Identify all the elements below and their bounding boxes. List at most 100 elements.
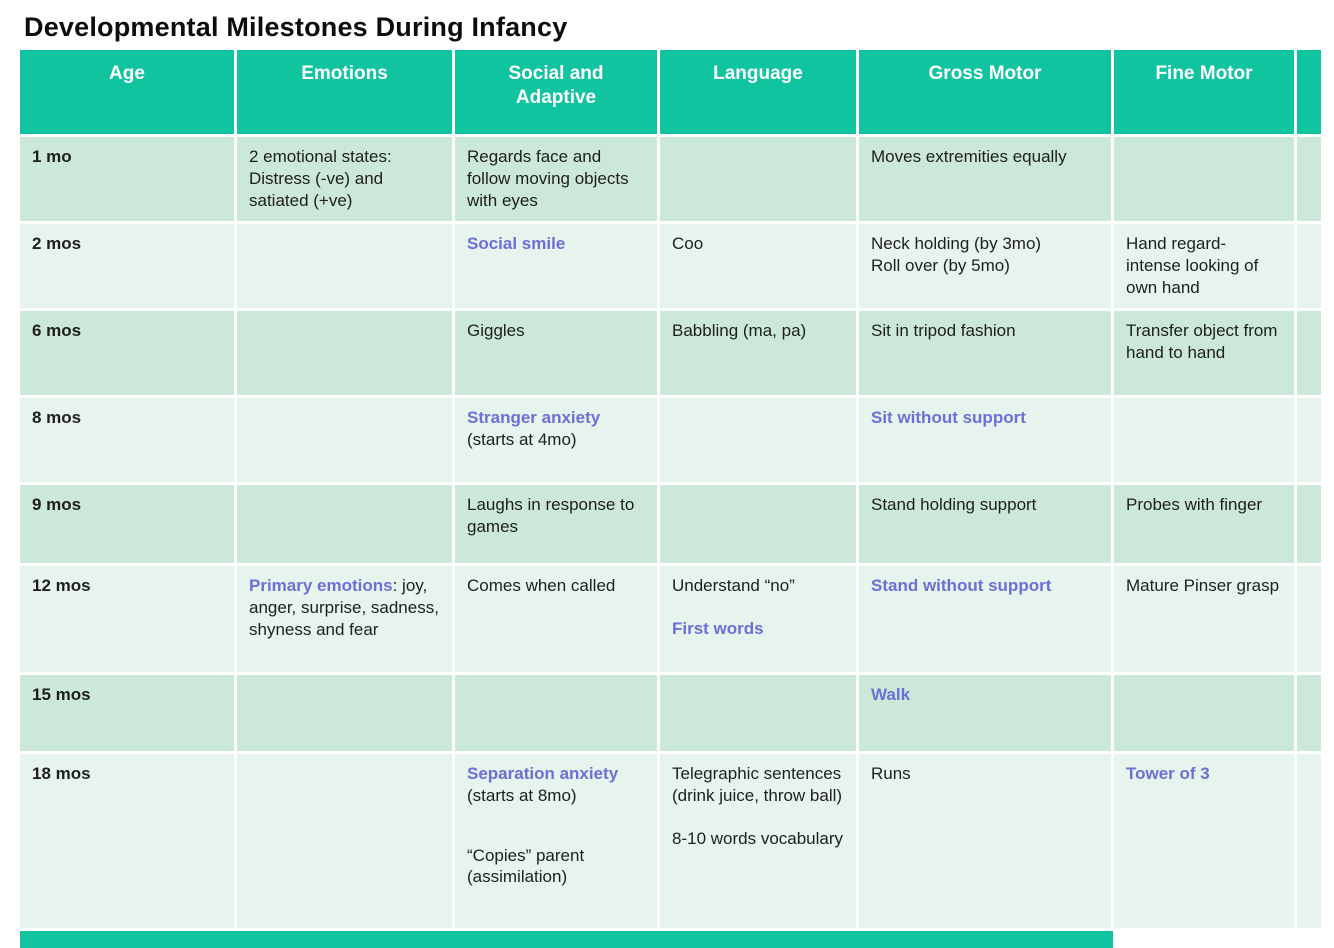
milestone-text: Understand “no” — [672, 576, 795, 595]
milestone-text: Runs — [871, 764, 911, 783]
gross-cell: Sit without support — [859, 398, 1111, 482]
highlighted-milestone: Walk — [871, 685, 911, 704]
gross-cell: Moves extremities equally — [859, 137, 1111, 221]
fine-cell: Hand regard- intense looking of own hand — [1114, 224, 1294, 308]
gross-cell: Runs — [859, 754, 1111, 928]
page-title: Developmental Milestones During Infancy — [24, 12, 568, 42]
gross-cell: Neck holding (by 3mo) Roll over (by 5mo) — [859, 224, 1111, 308]
gross-cell: Stand holding support — [859, 485, 1111, 563]
table-row: 18 mos Separation anxiety (starts at 8mo)… — [20, 754, 1321, 928]
highlighted-milestone: Social smile — [467, 234, 566, 253]
milestone-text: (starts at 8mo) — [467, 785, 577, 805]
milestone-text: Stand holding support — [871, 495, 1037, 514]
milestone-text: Probes with finger — [1126, 495, 1263, 514]
table-row: 9 mos Laughs in response to games Stand ho… — [20, 485, 1321, 563]
emotions-cell — [237, 224, 452, 308]
social-cell: Giggles — [455, 311, 657, 395]
table-row: 2 mos Social smile Coo Neck holding (by 3mo… — [20, 224, 1321, 308]
social-cell: Separation anxiety (starts at 8mo) “Copie… — [455, 754, 657, 928]
milestone-text: Regards face and follow moving objects w… — [467, 147, 629, 210]
language-cell: Telegraphic sentences (drink juice, thro… — [660, 754, 856, 928]
column-header-gross-motor: Gross Motor — [859, 50, 1111, 134]
fine-cell — [1114, 675, 1294, 751]
highlighted-milestone: Separation anxiety — [467, 764, 619, 783]
fine-cell: Tower of 3 — [1114, 754, 1294, 928]
table-row: 6 mos Giggles Babbling (ma, pa) Sit in trip… — [20, 311, 1321, 395]
milestone-text: 2 emotional states: Distress (-ve) and s… — [249, 147, 392, 210]
milestone-text: Sit in tripod fashion — [871, 321, 1016, 340]
social-cell: Regards face and follow moving objects w… — [455, 137, 657, 221]
age-cell: 6 mos — [20, 311, 234, 395]
milestone-text: Telegraphic sentences (drink juice, thro… — [672, 764, 843, 805]
age-cell: 8 mos — [20, 398, 234, 482]
highlighted-milestone: Sit without support — [871, 408, 1026, 427]
milestone-text: Hand regard- intense looking of own hand — [1126, 234, 1259, 297]
highlighted-milestone: Primary emotions — [249, 576, 393, 595]
language-cell: Babbling (ma, pa) — [660, 311, 856, 395]
column-header-social-adaptive: Social and Adaptive — [455, 50, 657, 134]
emotions-cell: Primary emotions: joy, anger, surprise, … — [237, 566, 452, 672]
table-row: 12 mos Primary emotions: joy, anger, surp… — [20, 566, 1321, 672]
age-cell: 2 mos — [20, 224, 234, 308]
emotions-cell — [237, 311, 452, 395]
fine-cell — [1114, 137, 1294, 221]
milestone-text: Mature Pinser grasp — [1126, 576, 1280, 595]
language-cell — [660, 137, 856, 221]
highlighted-milestone: First words — [672, 618, 764, 638]
table-row: 8 mos Stranger anxiety (starts at 4mo) Sit… — [20, 398, 1321, 482]
language-cell — [660, 675, 856, 751]
column-header-emotions: Emotions — [237, 50, 452, 134]
table-row: 1 mo 2 emotional states: Distress (-ve) a… — [20, 137, 1321, 221]
age-cell: 1 mo — [20, 137, 234, 221]
age-cell: 18 mos — [20, 754, 234, 928]
row-spacer-cell — [1297, 224, 1321, 308]
social-cell: Social smile — [455, 224, 657, 308]
social-cell: Laughs in response to games — [455, 485, 657, 563]
row-spacer-cell — [1297, 675, 1321, 751]
row-spacer-cell — [1297, 137, 1321, 221]
fine-cell: Probes with finger — [1114, 485, 1294, 563]
milestone-text: : joy, anger, surprise, sadness, shyness… — [249, 576, 439, 639]
social-cell — [455, 675, 657, 751]
milestone-text: Roll over (by 5mo) — [871, 255, 1010, 275]
header-spacer-cell — [1297, 50, 1321, 134]
milestone-text: Moves extremities equally — [871, 147, 1067, 166]
milestone-text: Babbling (ma, pa) — [672, 321, 807, 340]
fine-cell: Transfer object from hand to hand — [1114, 311, 1294, 395]
fine-cell — [1114, 398, 1294, 482]
gross-cell: Stand without support — [859, 566, 1111, 672]
table-header-row: Age Emotions Social and Adaptive Language Gr… — [20, 50, 1321, 134]
milestone-text: 8-10 words vocabulary — [672, 828, 844, 848]
milestone-text: (starts at 4mo) — [467, 429, 577, 449]
milestone-text: Transfer object from hand to hand — [1126, 321, 1278, 362]
highlighted-milestone: Tower of 3 — [1126, 764, 1210, 783]
row-spacer-cell — [1297, 754, 1321, 928]
language-cell — [660, 485, 856, 563]
social-cell: Stranger anxiety (starts at 4mo) — [455, 398, 657, 482]
fine-cell: Mature Pinser grasp — [1114, 566, 1294, 672]
milestone-text: “Copies” parent (assimilation) — [467, 845, 585, 887]
next-table-top-edge — [20, 931, 1113, 948]
column-header-fine-motor: Fine Motor — [1114, 50, 1294, 134]
emotions-cell — [237, 675, 452, 751]
milestones-table: Age Emotions Social and Adaptive Language Gr… — [20, 50, 1321, 928]
emotions-cell: 2 emotional states: Distress (-ve) and s… — [237, 137, 452, 221]
age-cell: 9 mos — [20, 485, 234, 563]
row-spacer-cell — [1297, 485, 1321, 563]
age-cell: 15 mos — [20, 675, 234, 751]
language-cell: Understand “no” First words — [660, 566, 856, 672]
gross-cell: Walk — [859, 675, 1111, 751]
column-header-age: Age — [20, 50, 234, 134]
highlighted-milestone: Stranger anxiety — [467, 408, 601, 427]
language-cell — [660, 398, 856, 482]
row-spacer-cell — [1297, 398, 1321, 482]
age-cell: 12 mos — [20, 566, 234, 672]
social-cell: Comes when called — [455, 566, 657, 672]
emotions-cell — [237, 754, 452, 928]
column-header-language: Language — [660, 50, 856, 134]
milestone-text: Coo — [672, 234, 704, 253]
highlighted-milestone: Stand without support — [871, 576, 1052, 595]
gross-cell: Sit in tripod fashion — [859, 311, 1111, 395]
milestone-text: Giggles — [467, 321, 525, 340]
